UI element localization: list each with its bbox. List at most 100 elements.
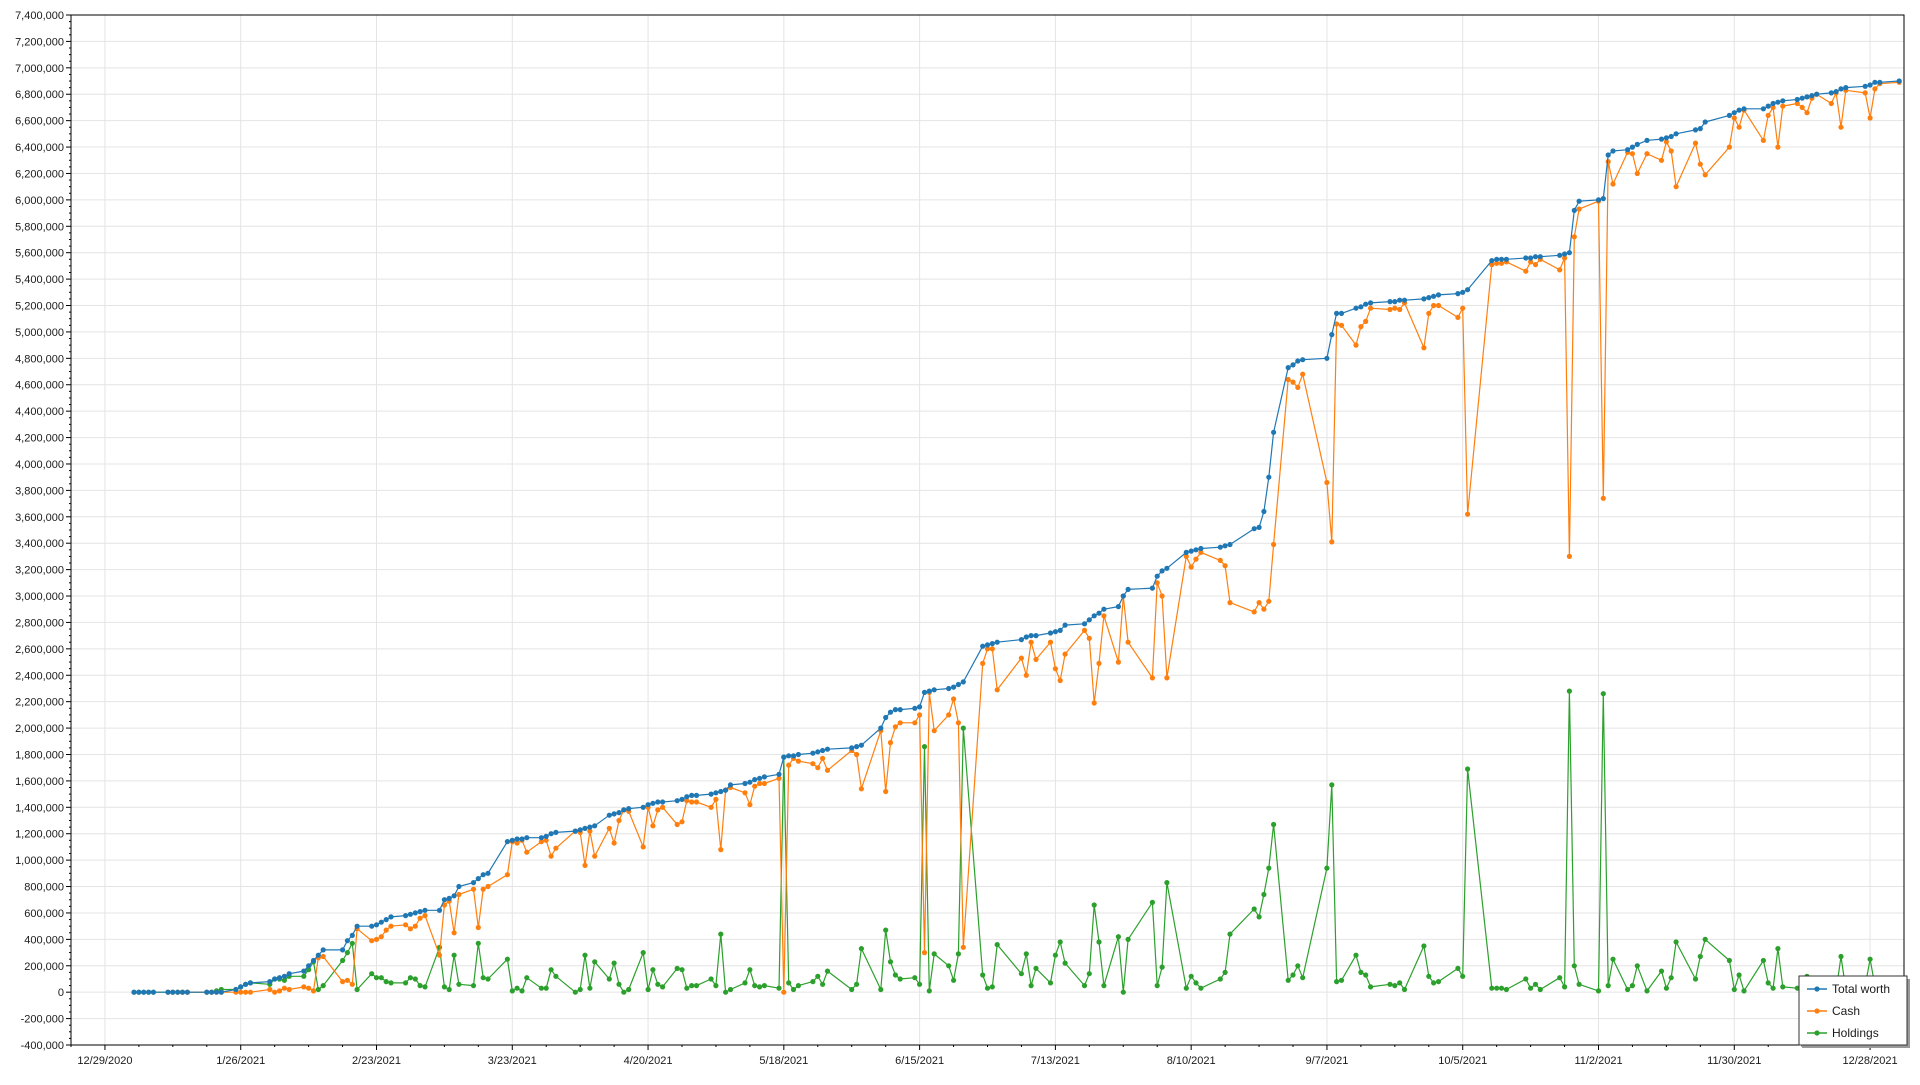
data-point-cash xyxy=(436,952,443,958)
data-point-holdings xyxy=(640,950,646,956)
data-point-cash xyxy=(1663,139,1669,145)
data-point-cash xyxy=(344,977,350,983)
data-point-cash xyxy=(951,696,957,702)
data-point-holdings xyxy=(1358,969,1364,976)
data-point-total-worth xyxy=(718,788,724,795)
data-point-total-worth xyxy=(1188,548,1194,554)
data-point-holdings xyxy=(795,983,802,989)
data-point-holdings xyxy=(1217,976,1223,982)
data-point-cash xyxy=(752,783,758,789)
data-point-total-worth xyxy=(243,981,249,987)
data-point-cash xyxy=(640,844,646,850)
data-point-total-worth xyxy=(723,787,729,793)
data-point-holdings xyxy=(388,980,394,986)
data-point-total-worth xyxy=(1363,301,1369,307)
data-point-total-worth xyxy=(1266,474,1272,480)
data-point-holdings xyxy=(1401,986,1408,993)
data-point-total-worth xyxy=(320,947,326,953)
data-point-cash xyxy=(475,924,481,931)
legend-marker xyxy=(1814,1030,1820,1036)
data-point-holdings xyxy=(1562,984,1568,990)
x-tick-label: 10/5/2021 xyxy=(1438,1055,1487,1067)
data-point-holdings xyxy=(1663,985,1669,991)
data-point-total-worth xyxy=(213,989,220,995)
data-point-total-worth xyxy=(1300,357,1306,363)
data-point-total-worth xyxy=(1421,296,1427,302)
data-point-holdings xyxy=(1595,988,1602,994)
data-point-cash xyxy=(1052,666,1058,672)
data-point-holdings xyxy=(849,986,855,993)
y-tick-label: 2,200,000 xyxy=(15,697,64,709)
data-point-holdings xyxy=(1334,979,1340,985)
data-point-holdings xyxy=(883,927,889,933)
data-point-holdings xyxy=(349,940,355,946)
data-point-holdings xyxy=(383,979,389,985)
data-point-cash xyxy=(1338,322,1345,328)
data-point-total-worth xyxy=(689,792,695,799)
data-point-total-worth xyxy=(422,907,428,913)
data-point-cash xyxy=(1188,564,1194,570)
data-point-total-worth xyxy=(1033,633,1039,639)
data-point-total-worth xyxy=(247,980,253,986)
data-point-total-worth xyxy=(960,679,966,685)
data-point-cash xyxy=(1731,115,1737,121)
data-point-cash xyxy=(1217,557,1223,564)
legend-item-cash: Cash xyxy=(1807,1004,1860,1018)
data-point-total-worth xyxy=(1692,127,1699,133)
data-point-total-worth xyxy=(645,802,651,808)
legend: Total worth Cash Holdings xyxy=(1798,975,1910,1048)
data-point-total-worth xyxy=(1663,135,1669,141)
data-point-cash xyxy=(1290,379,1296,385)
data-point-total-worth xyxy=(1358,304,1364,310)
data-point-holdings xyxy=(727,986,734,993)
data-point-cash xyxy=(781,989,787,995)
data-point-total-worth xyxy=(369,923,375,929)
data-point-total-worth xyxy=(373,922,380,928)
data-point-holdings xyxy=(1697,953,1703,960)
data-point-cash xyxy=(1397,306,1403,313)
data-point-holdings xyxy=(786,980,792,986)
data-point-cash xyxy=(980,660,986,667)
data-point-total-worth xyxy=(470,880,477,886)
x-tick-label: 4/20/2021 xyxy=(624,1055,673,1067)
data-point-total-worth xyxy=(1125,586,1131,593)
data-point-holdings xyxy=(1426,973,1432,979)
y-tick-label: 1,200,000 xyxy=(15,829,64,841)
data-point-total-worth xyxy=(548,831,554,837)
y-tick-label: 6,600,000 xyxy=(15,116,64,128)
data-point-holdings xyxy=(315,986,321,993)
data-point-cash xyxy=(1387,306,1393,313)
data-point-cash xyxy=(1426,310,1432,316)
data-point-cash xyxy=(1562,255,1568,261)
y-tick-label: 7,200,000 xyxy=(15,36,64,48)
data-point-total-worth xyxy=(485,870,491,876)
data-point-cash xyxy=(960,944,966,950)
data-point-holdings xyxy=(1091,902,1097,908)
data-point-total-worth xyxy=(1227,541,1233,548)
data-point-holdings xyxy=(1222,969,1228,976)
data-point-holdings xyxy=(519,988,525,994)
data-point-holdings xyxy=(378,975,384,981)
data-point-total-worth xyxy=(757,775,763,781)
data-point-total-worth xyxy=(165,989,171,995)
data-point-cash xyxy=(1644,151,1650,157)
y-tick-label: 1,800,000 xyxy=(15,749,64,761)
data-point-total-worth xyxy=(1096,610,1102,616)
data-point-total-worth xyxy=(1159,568,1165,574)
data-point-holdings xyxy=(354,986,360,993)
data-point-holdings xyxy=(1120,989,1126,995)
data-point-cash xyxy=(1033,656,1039,663)
data-point-cash xyxy=(1765,112,1771,118)
data-point-total-worth xyxy=(679,796,685,803)
data-point-cash xyxy=(349,981,355,987)
data-point-cash xyxy=(994,687,1000,693)
data-point-total-worth xyxy=(1426,295,1432,301)
data-point-total-worth xyxy=(1101,606,1107,612)
data-point-holdings xyxy=(1047,980,1054,986)
data-point-total-worth xyxy=(1431,293,1437,299)
data-point-cash xyxy=(582,862,588,869)
data-point-total-worth xyxy=(276,975,283,981)
data-point-total-worth xyxy=(286,971,292,977)
data-point-holdings xyxy=(1600,691,1606,697)
data-point-holdings xyxy=(757,984,763,990)
